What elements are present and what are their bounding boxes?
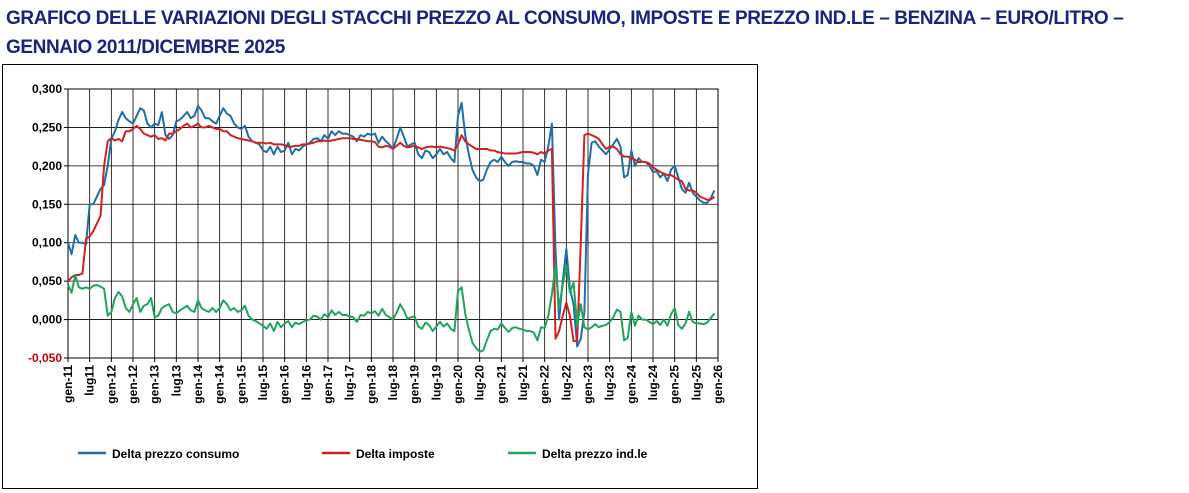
x-tick-label: lug-23 bbox=[603, 365, 617, 401]
y-tick-label: 0,300 bbox=[32, 82, 62, 96]
x-tick-label: gen-21 bbox=[494, 365, 508, 404]
x-tick-label: gen-20 bbox=[451, 365, 465, 404]
x-tick-label: lug-24 bbox=[646, 365, 660, 401]
legend-label: Delta prezzo consumo bbox=[112, 447, 239, 461]
x-tick-label: gen-12 bbox=[104, 365, 118, 404]
x-tick-label: gen-24 bbox=[624, 365, 638, 404]
plot-border bbox=[67, 88, 719, 359]
legend-label: Delta imposte bbox=[356, 447, 435, 461]
y-tick-label: 0,050 bbox=[32, 274, 62, 288]
x-tick-label: lug-22 bbox=[559, 365, 573, 401]
x-tick-label: gen-17 bbox=[321, 365, 335, 404]
x-tick-label: gen-19 bbox=[408, 365, 422, 404]
chart-frame bbox=[2, 64, 758, 489]
x-tick-label: lug-15 bbox=[256, 365, 270, 401]
x-tick-label: lug-21 bbox=[516, 365, 530, 401]
x-tick-label: gen-11 bbox=[61, 365, 75, 403]
x-tick-label: lug-16 bbox=[299, 365, 313, 401]
x-tick-label: lug-19 bbox=[429, 365, 443, 401]
x-tick-label: lug11 bbox=[83, 365, 97, 396]
x-tick-label: gen-22 bbox=[538, 365, 552, 404]
x-tick-label: lug-17 bbox=[343, 365, 357, 401]
x-tick-label: gen-14 bbox=[213, 365, 227, 404]
y-tick-label: 0,250 bbox=[32, 120, 62, 134]
x-tick-label: lug13 bbox=[169, 365, 183, 397]
y-tick-label: -0,050 bbox=[28, 351, 62, 365]
y-tick-label: 0,000 bbox=[32, 313, 62, 327]
x-tick-label: lug-25 bbox=[689, 365, 703, 401]
x-tick-label: gen-26 bbox=[711, 365, 725, 404]
x-tick-label: gen-18 bbox=[364, 365, 378, 404]
series-line bbox=[67, 122, 716, 343]
x-tick-label: gen-25 bbox=[668, 365, 682, 404]
chart-title: GRAFICO DELLE VARIAZIONI DEGLI STACCHI P… bbox=[6, 8, 1124, 58]
x-tick-label: gen-15 bbox=[234, 365, 248, 404]
legend-label: Delta prezzo ind.le bbox=[542, 447, 648, 461]
y-tick-label: 0,150 bbox=[32, 197, 62, 211]
x-tick-label: gen-14 bbox=[191, 365, 205, 404]
x-tick-label: gen-13 bbox=[148, 365, 162, 404]
y-tick-label: 0,200 bbox=[32, 159, 62, 173]
x-tick-label: lug-18 bbox=[386, 365, 400, 401]
x-tick-label: lug-20 bbox=[473, 365, 487, 401]
x-tick-label: gen-12 bbox=[126, 365, 140, 404]
x-tick-label: gen-16 bbox=[278, 365, 292, 404]
y-tick-label: 0,100 bbox=[32, 236, 62, 250]
series-line bbox=[67, 264, 716, 353]
x-tick-label: gen-23 bbox=[581, 365, 595, 404]
